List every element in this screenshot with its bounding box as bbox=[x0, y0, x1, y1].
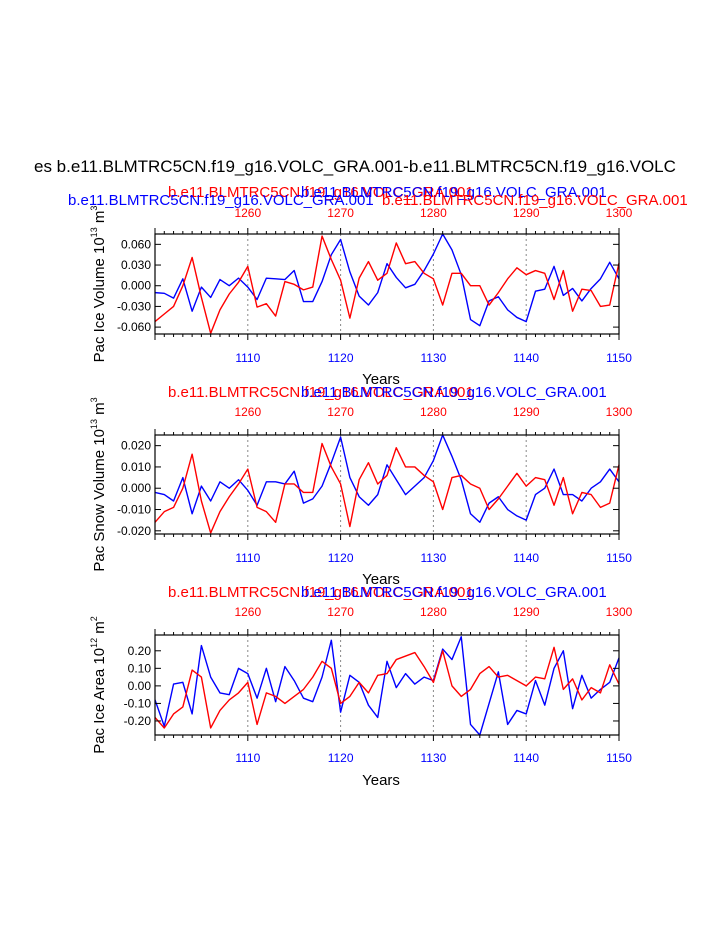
x-tick-label-bottom: 1120 bbox=[328, 551, 354, 565]
plot-frame bbox=[154, 233, 620, 335]
x-tick-label-bottom: 1120 bbox=[328, 751, 354, 765]
panel-2: b.e11.BLMTRC5CN.f19_g16.VOLC_GRA.001b.e1… bbox=[89, 384, 633, 588]
y-tick-label: 0.030 bbox=[121, 258, 151, 272]
x-tick-label-top: 1290 bbox=[513, 405, 540, 419]
panel-title-left: b.e11.BLMTRC5CN.f19_g16.VOLC_GRA.001 bbox=[168, 184, 474, 201]
x-axis-label: Years bbox=[362, 371, 400, 388]
panel-title-right: b.e11.BLMTRC5CN.f19_g16.VOLC_GRA.001 bbox=[301, 184, 607, 201]
x-tick-label-bottom: 1110 bbox=[235, 351, 260, 365]
y-tick-label: 0.010 bbox=[121, 460, 151, 474]
y-tick-label: 0.020 bbox=[121, 439, 151, 453]
y-tick-label: -0.060 bbox=[117, 320, 151, 334]
x-tick-label-bottom: 1110 bbox=[235, 551, 260, 565]
x-tick-label-top: 1300 bbox=[606, 605, 633, 619]
y-tick-label: -0.020 bbox=[117, 524, 151, 538]
x-tick-label-top: 1270 bbox=[327, 405, 354, 419]
y-axis-label: Pac Ice Area 1012 m2 bbox=[89, 616, 108, 754]
series-line-blue bbox=[154, 233, 620, 327]
x-tick-label-bottom: 1120 bbox=[328, 351, 354, 365]
y-tick-label: -0.20 bbox=[124, 714, 152, 728]
x-tick-label-bottom: 1150 bbox=[606, 751, 632, 765]
x-tick-label-bottom: 1150 bbox=[606, 551, 632, 565]
y-tick-label: 0.000 bbox=[121, 481, 151, 495]
x-tick-label-bottom: 1140 bbox=[513, 351, 539, 365]
x-tick-label-bottom: 1130 bbox=[420, 551, 446, 565]
x-tick-label-bottom: 1150 bbox=[606, 351, 632, 365]
x-tick-label-top: 1300 bbox=[606, 206, 633, 220]
y-tick-label: -0.010 bbox=[117, 503, 151, 517]
y-tick-label: -0.10 bbox=[124, 696, 152, 710]
x-tick-label-top: 1270 bbox=[327, 206, 354, 220]
y-tick-label: -0.030 bbox=[117, 299, 151, 313]
x-tick-label-top: 1270 bbox=[327, 605, 354, 619]
panel-title-right: b.e11.BLMTRC5CN.f19_g16.VOLC_GRA.001 bbox=[301, 584, 607, 601]
panel-title-overlap-blue: b.e11.BLMTRC5CN.f19_g16.VOLC_GRA.001 bbox=[68, 192, 374, 209]
x-axis-label: Years bbox=[362, 571, 400, 588]
x-tick-label-bottom: 1110 bbox=[235, 751, 260, 765]
series-line-red bbox=[154, 646, 620, 729]
series-line-blue bbox=[154, 636, 620, 736]
y-tick-label: 0.20 bbox=[128, 644, 152, 658]
y-axis-label: Pac Ice Volume 1013 m3 bbox=[89, 206, 108, 363]
y-tick-label: 0.000 bbox=[121, 279, 151, 293]
series-line-blue bbox=[154, 434, 620, 523]
y-tick-label: 0.00 bbox=[128, 679, 152, 693]
x-tick-label-top: 1260 bbox=[234, 206, 261, 220]
x-axis-label: Years bbox=[362, 772, 400, 789]
x-tick-label-bottom: 1140 bbox=[513, 751, 539, 765]
x-tick-label-top: 1290 bbox=[513, 206, 540, 220]
x-tick-label-bottom: 1130 bbox=[420, 751, 446, 765]
x-tick-label-top: 1290 bbox=[513, 605, 540, 619]
x-tick-label-top: 1280 bbox=[420, 405, 447, 419]
x-tick-label-bottom: 1140 bbox=[513, 551, 539, 565]
y-tick-label: 0.060 bbox=[121, 237, 151, 251]
series-line-red bbox=[154, 235, 620, 335]
x-tick-label-top: 1280 bbox=[420, 605, 447, 619]
y-tick-label: 0.10 bbox=[128, 661, 152, 675]
y-axis-label: Pac Snow Volume 1013 m3 bbox=[89, 397, 108, 571]
x-tick-label-top: 1280 bbox=[420, 206, 447, 220]
x-tick-label-bottom: 1130 bbox=[420, 351, 446, 365]
figure-title: es b.e11.BLMTRC5CN.f19_g16.VOLC_GRA.001-… bbox=[34, 157, 676, 176]
panel-1: b.e11.BLMTRC5CN.f19_g16.VOLC_GRA.001b.e1… bbox=[68, 184, 688, 388]
panel-title-left: b.e11.BLMTRC5CN.f19_g16.VOLC_GRA.001 bbox=[168, 584, 474, 601]
x-tick-label-top: 1260 bbox=[234, 405, 261, 419]
panel-3: b.e11.BLMTRC5CN.f19_g16.VOLC_GRA.001b.e1… bbox=[89, 584, 633, 789]
x-tick-label-top: 1300 bbox=[606, 405, 633, 419]
panel-title-left: b.e11.BLMTRC5CN.f19_g16.VOLC_GRA.001 bbox=[168, 384, 474, 401]
series-line-red bbox=[154, 442, 620, 534]
panel-title-overlap-red: b.e11.BLMTRC5CN.f19_g16.VOLC_GRA.001 bbox=[382, 192, 688, 209]
x-tick-label-top: 1260 bbox=[234, 605, 261, 619]
panel-title-right: b.e11.BLMTRC5CN.f19_g16.VOLC_GRA.001 bbox=[301, 384, 607, 401]
